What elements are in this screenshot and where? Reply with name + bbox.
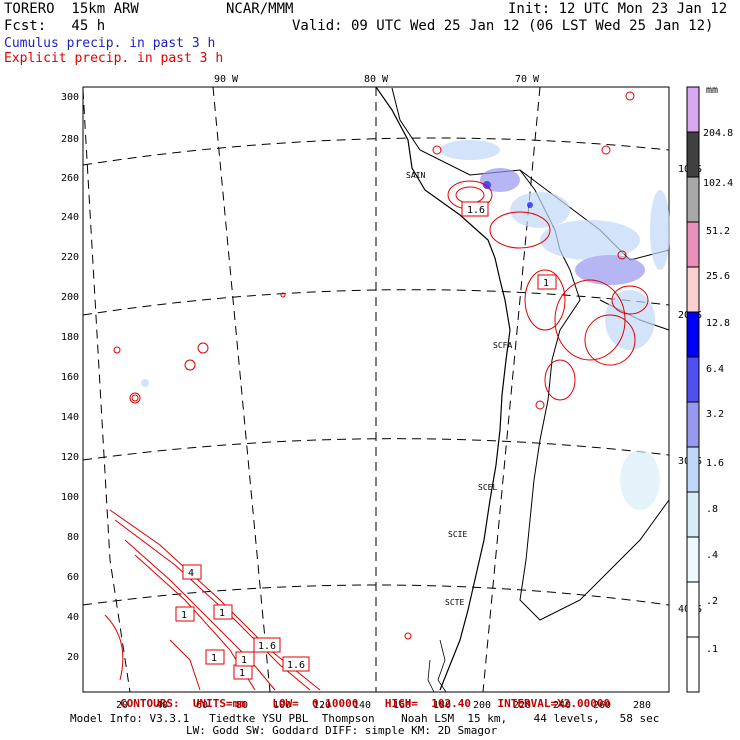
contour-label-4: 1 bbox=[219, 608, 225, 619]
x-tick-180: 180 bbox=[433, 700, 451, 711]
x-tick-80: 80 bbox=[236, 700, 248, 711]
y-tick-280: 280 bbox=[61, 134, 79, 145]
cumulus-field-label: Cumulus precip. in past 3 h bbox=[4, 36, 216, 51]
contour-label-9: 1.6 bbox=[258, 641, 276, 652]
station-scie: SCIE bbox=[448, 530, 467, 539]
y-tick-100: 100 bbox=[61, 492, 79, 503]
y-axis: 300 280 260 240 220 200 180 160 140 120 … bbox=[61, 92, 79, 663]
station-labels: SAIN SCFA SCEL SCIE SCTE bbox=[406, 171, 512, 607]
cb-label-0-4: .4 bbox=[706, 550, 718, 561]
cb-label-51-2: 51.2 bbox=[706, 226, 730, 237]
valid-time: Valid: 09 UTC Wed 25 Jan 12 (06 LST Wed … bbox=[292, 18, 714, 34]
y-tick-240: 240 bbox=[61, 212, 79, 223]
init-time: Init: 12 UTC Mon 23 Jan 12 bbox=[508, 1, 728, 17]
cb-label-25-6: 25.6 bbox=[706, 271, 730, 282]
x-tick-260: 260 bbox=[593, 700, 611, 711]
station-sain: SAIN bbox=[406, 171, 425, 180]
x-tick-40: 40 bbox=[156, 700, 168, 711]
lon-90w: 90 W bbox=[214, 74, 239, 85]
contour-label-10: 1.6 bbox=[287, 660, 305, 671]
model-info-physics: LW: Godd SW: Goddard DIFF: simple KM: 2D… bbox=[186, 724, 498, 737]
longitude-labels: 90 W 80 W 70 W bbox=[214, 74, 540, 85]
y-tick-140: 140 bbox=[61, 412, 79, 423]
model-title: TORERO 15km ARW bbox=[4, 1, 139, 17]
colorbar-unit: mm bbox=[706, 85, 718, 96]
lon-70w: 70 W bbox=[515, 74, 540, 85]
cb-label-0-2: .2 bbox=[706, 596, 718, 607]
x-tick-200: 200 bbox=[473, 700, 491, 711]
contour-label-1: 1.6 bbox=[467, 205, 485, 216]
station-scel: SCEL bbox=[478, 483, 497, 492]
y-tick-160: 160 bbox=[61, 372, 79, 383]
cb-label-204-8: 204.8 bbox=[703, 128, 733, 139]
cb-label-12-8: 12.8 bbox=[706, 318, 730, 329]
contour-labels: 1.6 1 1 1 4 1 1 1 1.6 1.6 bbox=[175, 201, 557, 680]
colorbar bbox=[686, 86, 700, 693]
x-tick-240: 240 bbox=[553, 700, 571, 711]
islands bbox=[427, 639, 447, 693]
contour-info: CONTOURS: UNITS=mm LOW= 0.10000 HIGH= 10… bbox=[120, 697, 611, 710]
x-tick-220: 220 bbox=[513, 700, 531, 711]
lon-80w: 80 W bbox=[364, 74, 389, 85]
forecast-hour: Fcst: 45 h bbox=[4, 18, 106, 34]
x-tick-120: 120 bbox=[313, 700, 331, 711]
y-tick-40: 40 bbox=[67, 612, 79, 623]
contour-label-7: 1 bbox=[239, 668, 245, 679]
y-tick-180: 180 bbox=[61, 332, 79, 343]
station-scte: SCTE bbox=[445, 598, 464, 607]
cb-label-102-4: 102.4 bbox=[703, 178, 733, 189]
cb-label-6-4: 6.4 bbox=[706, 364, 724, 375]
contour-label-5: 4 bbox=[188, 568, 194, 579]
y-tick-220: 220 bbox=[61, 252, 79, 263]
coastline bbox=[375, 86, 511, 691]
y-tick-60: 60 bbox=[67, 572, 79, 583]
y-tick-120: 120 bbox=[61, 452, 79, 463]
model-info: Model Info: V3.3.1 Tiedtke YSU PBL Thomp… bbox=[70, 712, 660, 725]
x-tick-60: 60 bbox=[196, 700, 208, 711]
x-axis: 20 40 60 80 100 120 140 160 180 200 220 … bbox=[116, 700, 651, 711]
x-tick-100: 100 bbox=[273, 700, 291, 711]
colorbar-labels: mm 204.8 102.4 51.2 25.6 12.8 6.4 3.2 1.… bbox=[703, 85, 733, 655]
y-tick-80: 80 bbox=[67, 532, 79, 543]
contour-label-2: 1 bbox=[543, 278, 549, 289]
x-tick-160: 160 bbox=[393, 700, 411, 711]
y-tick-260: 260 bbox=[61, 173, 79, 184]
x-tick-20: 20 bbox=[116, 700, 128, 711]
y-tick-20: 20 bbox=[67, 652, 79, 663]
graticule bbox=[82, 86, 670, 693]
contour-label-6: 1 bbox=[211, 653, 217, 664]
x-tick-280: 280 bbox=[633, 700, 651, 711]
x-tick-140: 140 bbox=[353, 700, 371, 711]
cb-label-0-1: .1 bbox=[706, 644, 718, 655]
contour-label-8: 1 bbox=[241, 655, 247, 666]
y-tick-300: 300 bbox=[61, 92, 79, 103]
y-tick-200: 200 bbox=[61, 292, 79, 303]
cumulus-precip bbox=[141, 140, 670, 510]
center-name: NCAR/MMM bbox=[226, 1, 294, 17]
cb-label-3-2: 3.2 bbox=[706, 409, 724, 420]
explicit-field-label: Explicit precip. in past 3 h bbox=[4, 51, 224, 66]
contour-label-3: 1 bbox=[181, 610, 187, 621]
cb-label-0-8: .8 bbox=[706, 504, 718, 515]
cb-label-1-6: 1.6 bbox=[706, 458, 724, 469]
station-scfa: SCFA bbox=[493, 341, 512, 350]
